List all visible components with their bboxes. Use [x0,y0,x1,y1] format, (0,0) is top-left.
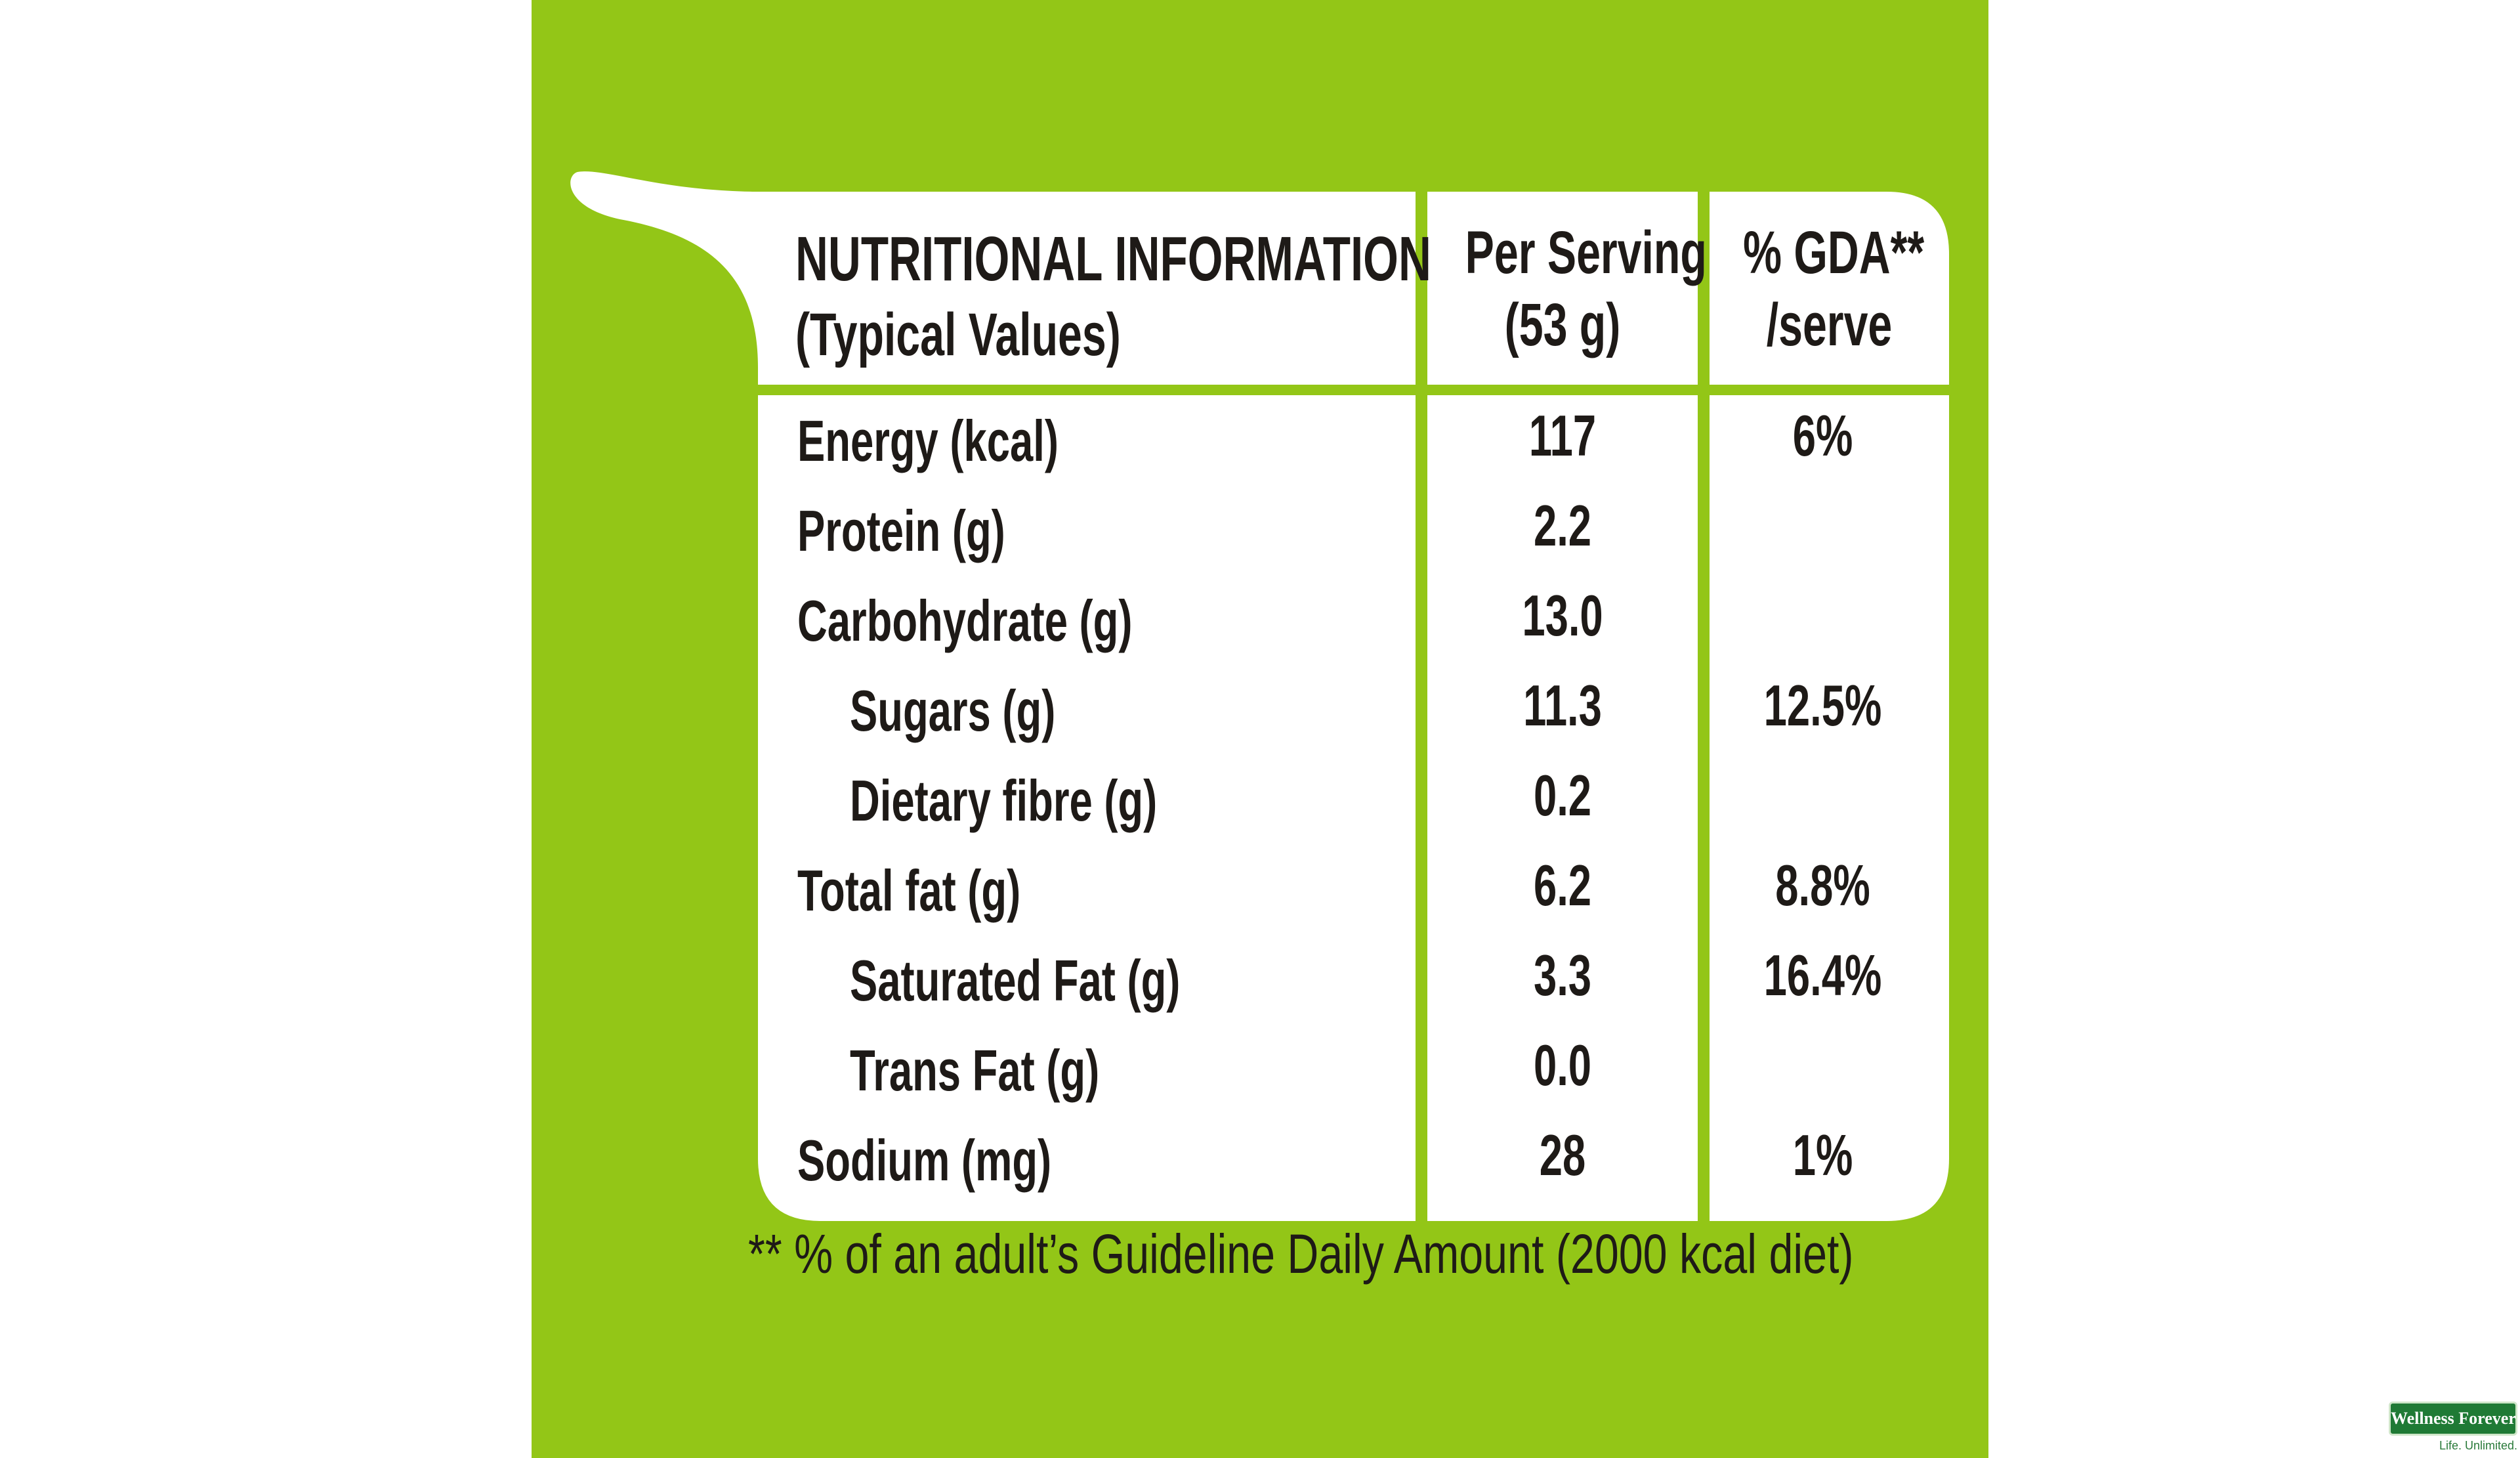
gda-per-serve-header: /serve [1766,291,1893,358]
per-serving-value: 11.3 [1523,673,1602,738]
brand-name: Wellness Forever [2389,1402,2517,1436]
nutrient-label: Sodium (mg) [797,1128,1052,1193]
header-divider [755,385,1949,395]
per-serving-value: 28 [1539,1123,1586,1188]
per-serving-header: Per Serving [1465,219,1707,286]
table-subtitle: (Typical Values) [795,301,1121,368]
column-divider-2 [1698,190,1710,1221]
per-serving-value: 6.2 [1533,853,1592,918]
brand-tagline: Life. Unlimited. [2439,1439,2517,1452]
nutrient-label: Protein (g) [797,498,1005,563]
serving-size-header: (53 g) [1504,291,1621,358]
nutrient-label: Total fat (g) [797,858,1021,923]
gda-value: 16.4% [1763,943,1882,1008]
per-serving-value: 0.0 [1533,1033,1592,1098]
gda-value: 8.8% [1775,853,1870,918]
table-title: NUTRITIONAL INFORMATION [795,224,1431,294]
gda-value: 12.5% [1763,673,1882,738]
per-serving-value: 0.2 [1533,763,1592,828]
gda-value: 1% [1792,1123,1853,1188]
nutrient-label: Sugars (g) [850,678,1056,743]
column-divider-1 [1416,190,1427,1221]
nutrient-label: Energy (kcal) [797,408,1059,473]
nutrient-label: Carbohydrate (g) [797,588,1133,653]
per-serving-value: 2.2 [1533,493,1592,558]
wellness-forever-logo: Wellness Forever Life. Unlimited. [2389,1402,2517,1455]
per-serving-value: 13.0 [1522,583,1603,648]
per-serving-value: 3.3 [1533,943,1592,1008]
gda-header: % GDA** [1743,219,1925,286]
nutrient-label: Trans Fat (g) [850,1038,1100,1103]
gda-footnote: ** % of an adult’s Guideline Daily Amoun… [748,1223,1854,1285]
nutrient-label: Dietary fibre (g) [850,768,1158,833]
nutrient-label: Saturated Fat (g) [850,948,1181,1013]
per-serving-value: 117 [1528,403,1597,468]
gda-value: 6% [1792,403,1853,468]
